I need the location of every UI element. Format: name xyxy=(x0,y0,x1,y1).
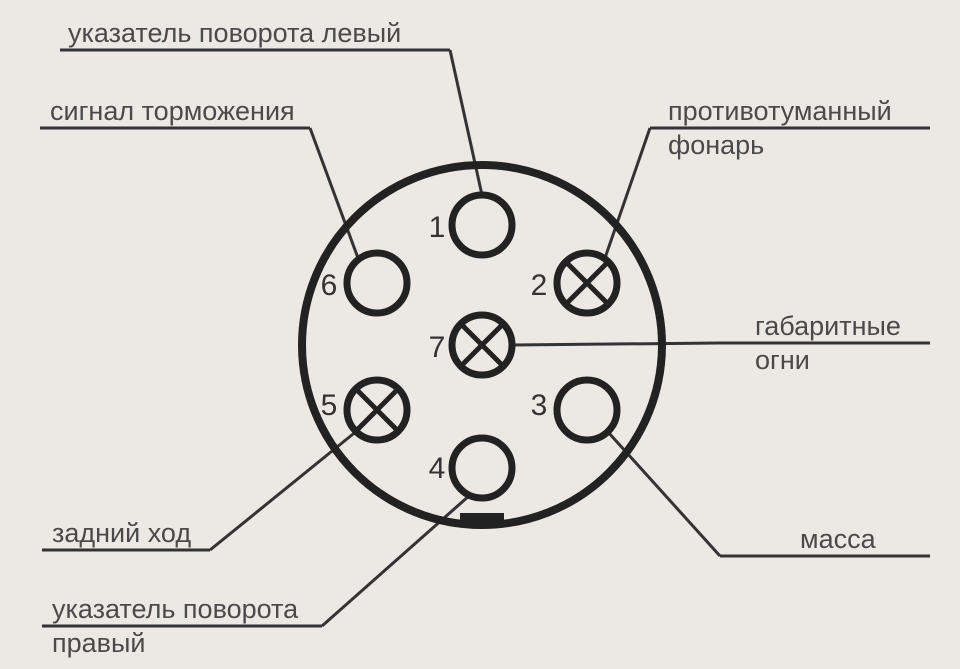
label-pin4-line2: правый xyxy=(52,628,146,658)
pin-1-number: 1 xyxy=(429,211,446,244)
pin-4-number: 4 xyxy=(429,452,446,485)
label-pin4-line1: указатель поворота xyxy=(52,594,299,624)
pin-3-ring xyxy=(557,380,617,440)
label-pin2-line2: фонарь xyxy=(668,130,764,160)
pin-1-ring xyxy=(452,195,512,255)
pin-2-number: 2 xyxy=(531,269,548,302)
label-pin6: сигнал торможения xyxy=(50,96,295,126)
label-pin5: задний ход xyxy=(52,518,191,548)
label-pin7-line1: габаритные xyxy=(755,311,901,341)
connector-notch xyxy=(460,513,504,527)
pin-5-number: 5 xyxy=(321,389,338,422)
pin-6-ring xyxy=(347,253,407,313)
pin-6-number: 6 xyxy=(321,269,338,302)
leader-pin7 xyxy=(512,343,720,345)
pin-7-number: 7 xyxy=(429,331,446,364)
label-pin2-line1: противотуманный xyxy=(668,96,892,126)
label-pin3: масса xyxy=(800,524,877,554)
pin-4-ring xyxy=(452,438,512,498)
pin-3-number: 3 xyxy=(531,389,548,422)
label-pin7-line2: огни xyxy=(755,345,810,375)
label-pin1: указатель поворота левый xyxy=(68,18,401,48)
